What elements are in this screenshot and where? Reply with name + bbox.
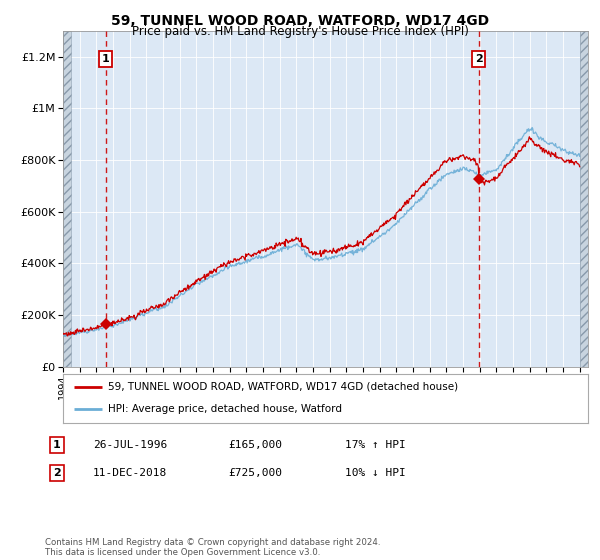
Text: £165,000: £165,000 bbox=[228, 440, 282, 450]
Text: 17% ↑ HPI: 17% ↑ HPI bbox=[345, 440, 406, 450]
Text: 11-DEC-2018: 11-DEC-2018 bbox=[93, 468, 167, 478]
Text: £725,000: £725,000 bbox=[228, 468, 282, 478]
Text: 59, TUNNEL WOOD ROAD, WATFORD, WD17 4GD: 59, TUNNEL WOOD ROAD, WATFORD, WD17 4GD bbox=[111, 14, 489, 28]
Bar bbox=[63, 31, 71, 367]
Text: 2: 2 bbox=[53, 468, 61, 478]
Bar bbox=[63, 31, 71, 367]
Bar bbox=[580, 31, 588, 367]
Text: Price paid vs. HM Land Registry's House Price Index (HPI): Price paid vs. HM Land Registry's House … bbox=[131, 25, 469, 38]
Text: 1: 1 bbox=[53, 440, 61, 450]
Text: 59, TUNNEL WOOD ROAD, WATFORD, WD17 4GD (detached house): 59, TUNNEL WOOD ROAD, WATFORD, WD17 4GD … bbox=[107, 382, 458, 392]
Text: Contains HM Land Registry data © Crown copyright and database right 2024.
This d: Contains HM Land Registry data © Crown c… bbox=[45, 538, 380, 557]
Text: 10% ↓ HPI: 10% ↓ HPI bbox=[345, 468, 406, 478]
Text: 1: 1 bbox=[102, 54, 110, 64]
Bar bbox=[580, 31, 588, 367]
Text: 26-JUL-1996: 26-JUL-1996 bbox=[93, 440, 167, 450]
Text: 2: 2 bbox=[475, 54, 483, 64]
Text: HPI: Average price, detached house, Watford: HPI: Average price, detached house, Watf… bbox=[107, 404, 341, 414]
